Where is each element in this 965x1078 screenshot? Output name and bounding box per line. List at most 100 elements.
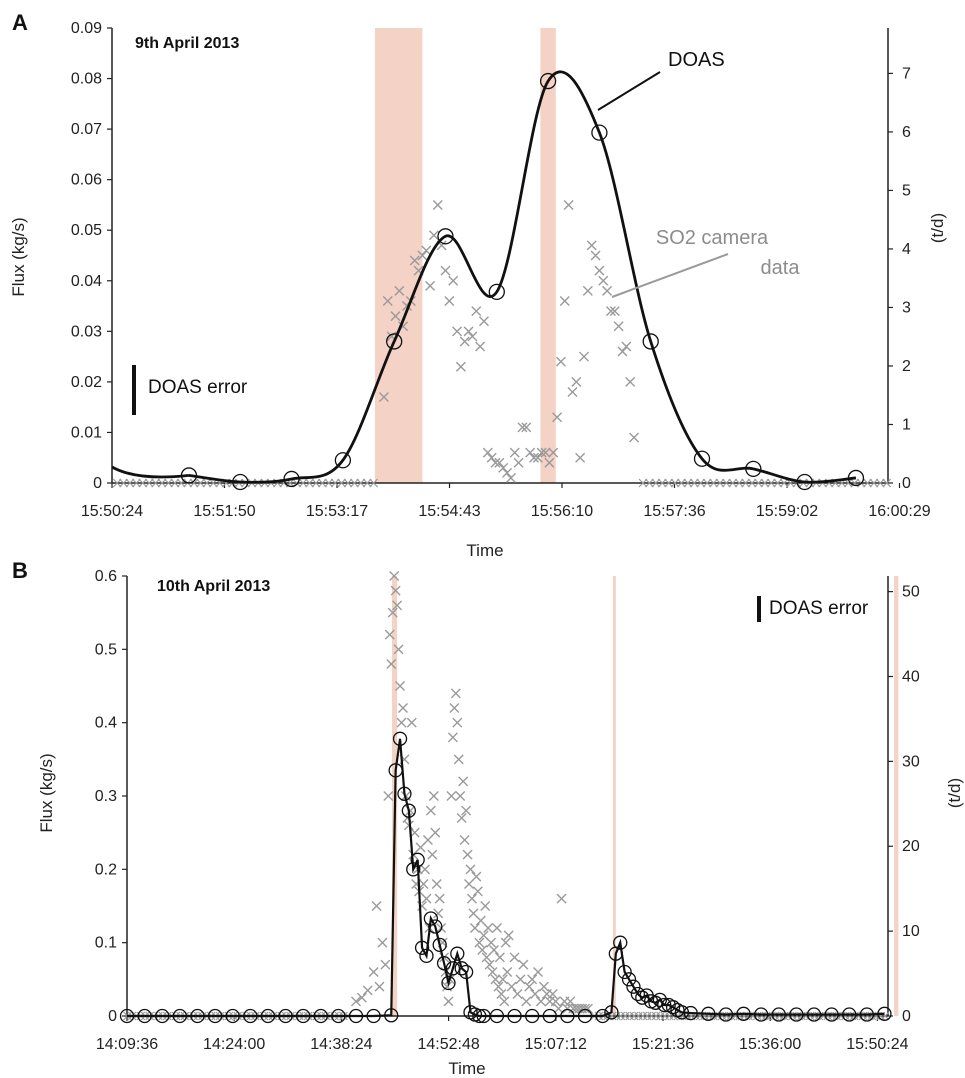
a-camera-x-stroke <box>448 275 459 286</box>
a-camera-point <box>540 447 551 458</box>
a-camera-point <box>455 361 466 372</box>
b-camera-x-stroke <box>582 1003 593 1014</box>
a-doas-point <box>539 72 557 90</box>
panel-a-camera-leader <box>611 253 729 298</box>
b-doas-point <box>155 1008 170 1024</box>
a-y-tick-label: 0.09 <box>71 20 102 37</box>
b-camera-x-stroke <box>380 959 391 970</box>
a-x-tick-label: 15:51:50 <box>193 503 255 520</box>
a-camera-x-stroke <box>490 457 501 468</box>
b-camera-x-stroke <box>442 981 453 992</box>
a-camera-point <box>362 478 372 488</box>
b-camera-point <box>443 996 454 1007</box>
a-camera-point <box>689 478 699 488</box>
a-y-tick-label: 0.08 <box>71 71 102 88</box>
b-camera-point <box>397 703 408 713</box>
b-doas-point <box>296 1008 311 1024</box>
b-camera-x-stroke <box>774 1011 784 1021</box>
b-doas-point <box>859 1007 875 1022</box>
b-doas-point <box>525 1008 540 1024</box>
a-camera-x-stroke <box>324 478 334 488</box>
b-doas-point <box>789 1007 804 1022</box>
a-camera-point <box>779 478 789 488</box>
b-camera-point <box>810 1011 820 1021</box>
b-camera-x-stroke <box>761 1011 771 1021</box>
b-camera-x-stroke <box>443 996 454 1007</box>
b-x-tick-label: 15:07:12 <box>525 1036 587 1053</box>
b-camera-x-stroke <box>368 967 379 977</box>
a-camera-point <box>544 457 555 468</box>
b-y2-tick-label: 30 <box>902 753 920 770</box>
b-camera-x-stroke <box>474 937 485 948</box>
b-camera-x-stroke <box>779 1011 789 1021</box>
b-camera-point <box>506 981 517 992</box>
b-camera-point <box>524 981 535 992</box>
b-camera-point <box>634 1011 643 1021</box>
a-camera-point <box>428 230 439 241</box>
a-camera-point <box>138 478 148 488</box>
b-camera-point <box>351 996 361 1007</box>
a-camera-point <box>754 478 763 488</box>
a-camera-point <box>509 447 520 458</box>
b-camera-x-stroke <box>766 1011 775 1021</box>
b-camera-x-stroke <box>752 1011 762 1021</box>
b-camera-point <box>486 937 497 948</box>
a-camera-point <box>651 478 661 488</box>
b-camera-x-stroke <box>452 717 463 728</box>
a-camera-point <box>773 478 783 488</box>
a-camera-point <box>144 478 154 488</box>
a-doas-point <box>847 469 865 487</box>
b-camera-point <box>469 923 480 933</box>
b-doas-point <box>137 1008 152 1024</box>
panel-b-letter: B <box>12 558 28 583</box>
b-y2-tick-label: 0 <box>902 1008 911 1025</box>
b-camera-x-stroke <box>475 915 486 926</box>
b-camera-x-stroke <box>456 813 467 823</box>
a-camera-point <box>536 447 547 458</box>
a-camera-x-stroke <box>552 412 563 423</box>
b-doas-point <box>260 1008 276 1024</box>
b-camera-x-stroke <box>453 754 464 765</box>
a-camera-x-stroke <box>502 467 513 478</box>
b-camera-point <box>472 886 483 897</box>
b-camera-point <box>509 952 520 963</box>
b-camera-x-stroke <box>757 1011 767 1021</box>
b-camera-point <box>521 996 532 1007</box>
panel-a-y2-axis-title: (t/d) <box>928 213 947 243</box>
b-y2-tick-label: 40 <box>902 668 920 685</box>
b-camera-x-stroke <box>421 893 432 904</box>
a-camera-x-stroke <box>875 478 885 488</box>
b-camera-point <box>456 813 467 823</box>
b-doas-point <box>119 1008 135 1024</box>
b-camera-x-stroke <box>783 1011 793 1021</box>
a-y2-tick-label: 0 <box>902 475 911 492</box>
a-camera-x-stroke <box>463 326 474 337</box>
a-camera-point <box>305 478 314 488</box>
a-camera-point <box>702 478 712 488</box>
a-camera-x-stroke <box>428 230 439 241</box>
a-camera-point <box>766 478 776 488</box>
a-camera-point <box>670 478 680 488</box>
a-camera-x-stroke <box>532 452 543 463</box>
a-camera-point <box>151 478 161 488</box>
a-x-tick-label: 15:57:36 <box>643 503 705 520</box>
b-camera-point <box>832 1011 842 1021</box>
b-doas-point <box>225 1008 240 1024</box>
a-camera-point <box>125 478 135 488</box>
a-camera-x-stroke <box>882 478 892 488</box>
b-doas-point <box>577 1008 593 1024</box>
b-camera-point <box>556 893 567 904</box>
a-camera-point <box>337 478 347 488</box>
a-camera-point <box>559 296 570 306</box>
b-doas-point <box>388 763 403 778</box>
b-doas-point <box>842 1007 857 1022</box>
b-camera-x-stroke <box>535 996 546 1007</box>
b-doas-point <box>754 1007 769 1022</box>
b-camera-x-stroke <box>814 1011 824 1021</box>
a-camera-point <box>715 478 725 488</box>
a-camera-point <box>463 326 474 337</box>
b-camera-point <box>368 967 379 977</box>
a-camera-point <box>709 478 718 488</box>
b-y-tick-label: 0.1 <box>95 935 117 952</box>
a-camera-x-stroke <box>513 457 524 468</box>
